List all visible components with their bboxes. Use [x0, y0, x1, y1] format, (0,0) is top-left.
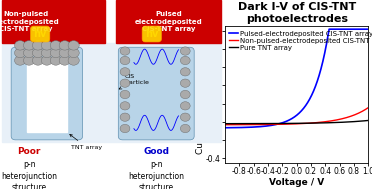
Circle shape — [15, 41, 26, 50]
Non-pulsed-electrodeposited CIS-TNT array — [223, 124, 227, 126]
Text: TNT array: TNT array — [70, 134, 103, 150]
Circle shape — [32, 56, 44, 65]
Non-pulsed-electrodeposited CIS-TNT array — [366, 106, 371, 109]
Circle shape — [120, 68, 130, 76]
Bar — [2, 0, 105, 43]
Circle shape — [32, 41, 44, 50]
Circle shape — [120, 79, 130, 87]
Pulsed-electrodeposited CIS-TNT array — [281, 122, 285, 124]
Circle shape — [41, 56, 52, 65]
Pure TNT array — [286, 122, 291, 125]
Circle shape — [180, 102, 190, 110]
Text: Poor: Poor — [17, 147, 41, 156]
FancyBboxPatch shape — [118, 47, 194, 140]
Line: Pulsed-electrodeposited CIS-TNT array: Pulsed-electrodeposited CIS-TNT array — [225, 29, 368, 128]
Non-pulsed-electrodeposited CIS-TNT array — [337, 118, 341, 121]
Bar — [2, 43, 221, 142]
Circle shape — [59, 41, 70, 50]
Circle shape — [32, 48, 44, 58]
Circle shape — [180, 113, 190, 121]
Pulsed-electrodeposited CIS-TNT array — [286, 119, 291, 122]
Circle shape — [41, 41, 52, 50]
Circle shape — [50, 41, 61, 50]
Circle shape — [120, 56, 130, 65]
Pure TNT array — [366, 119, 371, 122]
Pure TNT array — [337, 121, 341, 124]
Circle shape — [120, 90, 130, 99]
Bar — [116, 0, 221, 43]
Circle shape — [15, 48, 26, 58]
Pulsed-electrodeposited CIS-TNT array — [335, 28, 339, 30]
Circle shape — [68, 41, 79, 50]
X-axis label: Voltage / V: Voltage / V — [269, 178, 324, 187]
Non-pulsed-electrodeposited CIS-TNT array — [237, 124, 242, 126]
Circle shape — [68, 48, 79, 58]
Non-pulsed-electrodeposited CIS-TNT array — [321, 121, 326, 123]
Circle shape — [120, 113, 130, 121]
Circle shape — [180, 124, 190, 133]
Non-pulsed-electrodeposited CIS-TNT array — [286, 123, 291, 125]
Y-axis label: Current density / mA cm⁻²: Current density / mA cm⁻² — [196, 35, 205, 154]
Pulsed-electrodeposited CIS-TNT array — [223, 127, 227, 129]
Circle shape — [59, 48, 70, 58]
Line: Non-pulsed-electrodeposited CIS-TNT array: Non-pulsed-electrodeposited CIS-TNT arra… — [225, 108, 368, 125]
Text: Pulsed
electrodeposited
CIS-TNT array: Pulsed electrodeposited CIS-TNT array — [135, 11, 202, 32]
Circle shape — [180, 68, 190, 76]
Text: hv: hv — [145, 29, 158, 39]
Circle shape — [180, 56, 190, 65]
Circle shape — [120, 47, 130, 55]
Circle shape — [23, 48, 35, 58]
Pulsed-electrodeposited CIS-TNT array — [321, 58, 326, 60]
Circle shape — [68, 56, 79, 65]
Circle shape — [180, 47, 190, 55]
Circle shape — [120, 102, 130, 110]
Line: Pure TNT array: Pure TNT array — [225, 120, 368, 124]
Pulsed-electrodeposited CIS-TNT array — [237, 126, 242, 129]
Circle shape — [23, 41, 35, 50]
Circle shape — [15, 56, 26, 65]
Pure TNT array — [223, 122, 227, 125]
FancyBboxPatch shape — [11, 47, 83, 140]
Text: Good: Good — [143, 147, 169, 156]
Pure TNT array — [334, 121, 339, 124]
Circle shape — [180, 90, 190, 99]
Circle shape — [59, 56, 70, 65]
Legend: Pulsed-electrodeposited CIS-TNT array, Non-pulsed-electrodeposited CIS-TNT array: Pulsed-electrodeposited CIS-TNT array, N… — [228, 30, 372, 51]
Text: hv: hv — [33, 29, 47, 39]
Circle shape — [50, 48, 61, 58]
Pulsed-electrodeposited CIS-TNT array — [366, 28, 371, 30]
Circle shape — [50, 56, 61, 65]
Pure TNT array — [281, 122, 285, 125]
Text: Non-pulsed
electrodeposited
CIS-TNT array: Non-pulsed electrodeposited CIS-TNT arra… — [0, 11, 60, 32]
Pure TNT array — [321, 122, 326, 124]
Bar — [27, 60, 67, 132]
Circle shape — [23, 56, 35, 65]
Non-pulsed-electrodeposited CIS-TNT array — [334, 119, 339, 121]
Pure TNT array — [237, 122, 242, 125]
Pulsed-electrodeposited CIS-TNT array — [337, 28, 342, 30]
Circle shape — [41, 48, 52, 58]
Text: CIS
particle: CIS particle — [119, 74, 149, 89]
Circle shape — [120, 124, 130, 133]
Title: Dark I-V of CIS-TNT
photoelectrodes: Dark I-V of CIS-TNT photoelectrodes — [238, 2, 356, 24]
Pulsed-electrodeposited CIS-TNT array — [327, 28, 331, 30]
Non-pulsed-electrodeposited CIS-TNT array — [281, 123, 285, 125]
Circle shape — [180, 79, 190, 87]
Text: p-n
heterojunction
structure: p-n heterojunction structure — [128, 160, 184, 189]
Text: p-n
heterojunction
structure: p-n heterojunction structure — [1, 160, 57, 189]
